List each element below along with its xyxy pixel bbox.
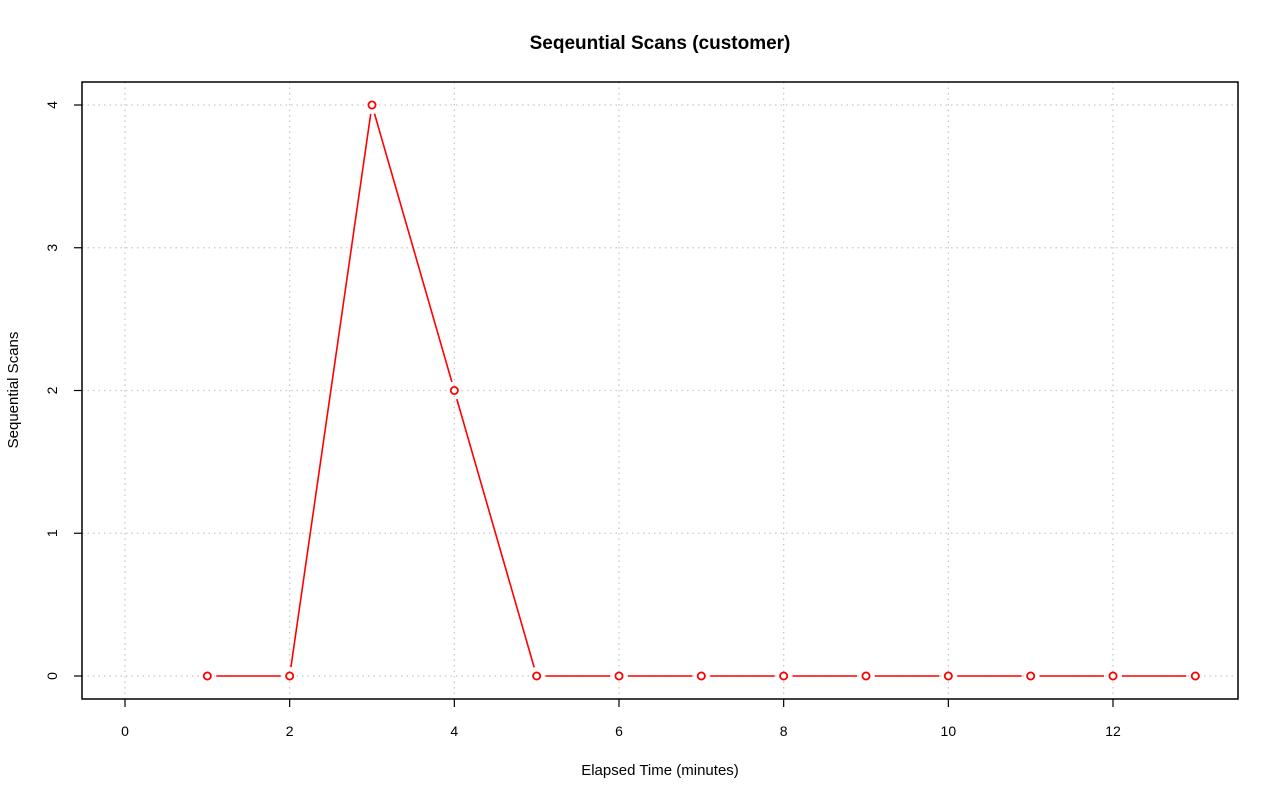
x-axis-label: Elapsed Time (minutes) <box>581 762 739 779</box>
series-segment <box>373 113 453 383</box>
data-point <box>1190 671 1200 681</box>
data-point <box>449 385 459 395</box>
series-segment <box>290 113 372 668</box>
data-point <box>779 671 789 681</box>
data-point <box>1108 671 1118 681</box>
data-point <box>861 671 871 681</box>
data-point <box>285 671 295 681</box>
series-group <box>202 100 1200 681</box>
y-tick-label: 3 <box>44 244 60 252</box>
chart-title: Seqeuntial Scans (customer) <box>530 33 791 54</box>
data-point <box>367 100 377 110</box>
data-point <box>1026 671 1036 681</box>
series-segment <box>456 398 535 668</box>
y-tick-label: 2 <box>44 386 60 394</box>
x-tick-label: 12 <box>1105 723 1121 739</box>
x-tick-label: 10 <box>941 723 957 739</box>
x-tick-label: 0 <box>121 723 129 739</box>
y-tick-label: 0 <box>44 672 60 680</box>
x-tick-label: 4 <box>450 723 458 739</box>
grid <box>82 82 1238 699</box>
data-point <box>696 671 706 681</box>
data-point <box>532 671 542 681</box>
y-axis-label: Sequential Scans <box>5 332 22 449</box>
y-axis: 0 1 2 3 4 <box>44 101 82 680</box>
y-tick-label: 4 <box>44 101 60 109</box>
data-point <box>614 671 624 681</box>
x-axis: 0 2 4 6 8 10 12 <box>121 699 1121 739</box>
data-point <box>202 671 212 681</box>
data-point <box>943 671 953 681</box>
x-tick-label: 8 <box>780 723 788 739</box>
x-tick-label: 2 <box>286 723 294 739</box>
y-tick-label: 1 <box>44 529 60 537</box>
x-tick-label: 6 <box>615 723 623 739</box>
